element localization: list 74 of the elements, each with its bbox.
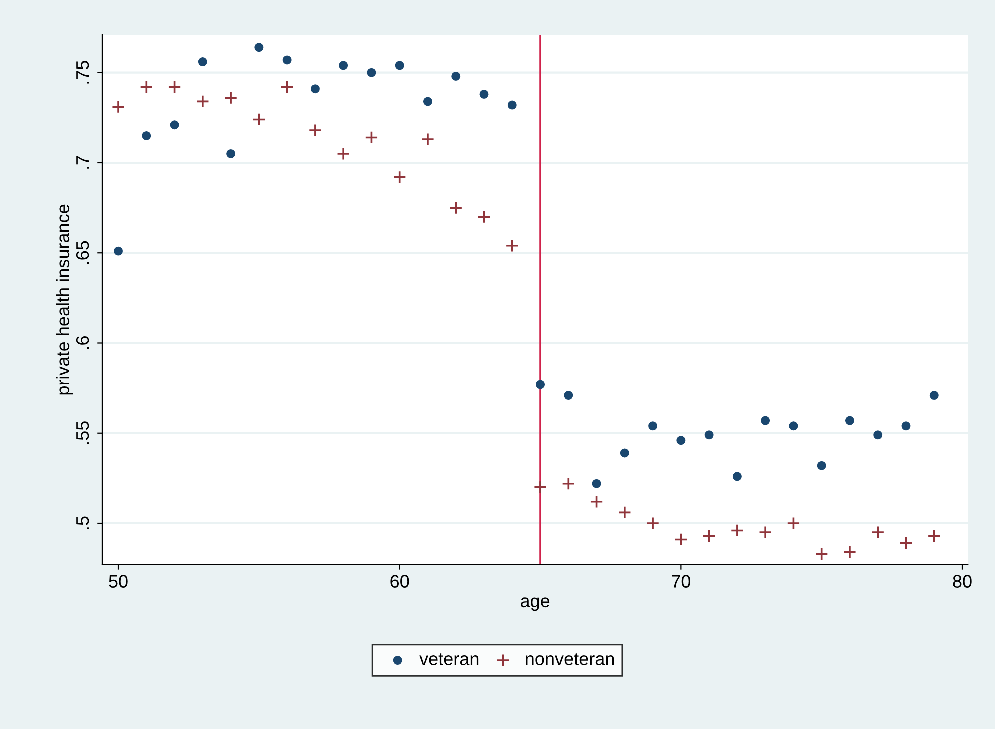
point <box>226 149 236 158</box>
point <box>758 526 772 540</box>
point <box>365 131 378 144</box>
point <box>815 547 829 561</box>
point <box>789 422 798 431</box>
point <box>843 546 857 560</box>
point <box>506 239 520 253</box>
point <box>618 506 632 520</box>
point <box>562 477 576 491</box>
legend-label: veteran <box>420 654 479 666</box>
point <box>310 84 320 94</box>
point <box>423 97 432 106</box>
point <box>900 536 913 550</box>
point <box>480 90 489 99</box>
point <box>142 131 152 140</box>
x-axis-title: age <box>521 598 550 612</box>
point <box>620 448 630 458</box>
point <box>564 391 574 400</box>
y-axis-title: private health insurance <box>56 204 74 395</box>
point <box>336 147 350 161</box>
point <box>282 56 292 65</box>
point <box>395 61 404 70</box>
point <box>674 533 688 546</box>
point <box>252 113 266 126</box>
point <box>508 100 517 110</box>
point <box>592 479 602 488</box>
x-tick-label: 50 <box>109 575 128 588</box>
legend-label: nonveteran <box>526 654 614 666</box>
y-tick-label: .55 <box>76 422 90 444</box>
point <box>648 422 658 431</box>
point <box>928 529 942 543</box>
point <box>817 461 826 470</box>
point <box>367 68 376 78</box>
point <box>871 526 885 540</box>
point <box>874 430 883 440</box>
y-tick-label: .65 <box>76 241 90 264</box>
y-tick-label: .7 <box>76 156 90 169</box>
point <box>646 516 660 530</box>
point <box>280 80 294 94</box>
point <box>112 100 126 114</box>
point <box>421 132 435 146</box>
point <box>704 430 714 440</box>
point <box>168 80 182 94</box>
point <box>449 201 463 215</box>
point <box>308 124 322 138</box>
point <box>224 91 238 105</box>
point <box>845 416 854 426</box>
point <box>732 472 742 482</box>
point <box>254 43 264 52</box>
point <box>393 170 407 184</box>
point <box>536 380 546 390</box>
point <box>452 72 461 81</box>
y-tick-label: .5 <box>76 516 90 530</box>
point <box>478 210 491 224</box>
point <box>198 58 208 67</box>
x-tick-label: 60 <box>390 575 410 588</box>
point <box>170 120 180 130</box>
point <box>114 246 124 256</box>
point <box>676 436 686 446</box>
x-tick-label: 80 <box>953 575 972 588</box>
point <box>140 80 154 94</box>
point <box>730 524 744 538</box>
point <box>339 61 348 70</box>
point <box>930 391 939 400</box>
point <box>786 516 800 530</box>
point <box>702 529 716 543</box>
point <box>761 416 770 426</box>
x-tick-label: 70 <box>672 575 691 588</box>
y-tick-label: .75 <box>76 61 90 84</box>
point <box>196 94 210 108</box>
point <box>590 495 604 509</box>
point <box>902 422 911 431</box>
y-tick-label: .6 <box>76 336 90 350</box>
point <box>534 480 548 494</box>
